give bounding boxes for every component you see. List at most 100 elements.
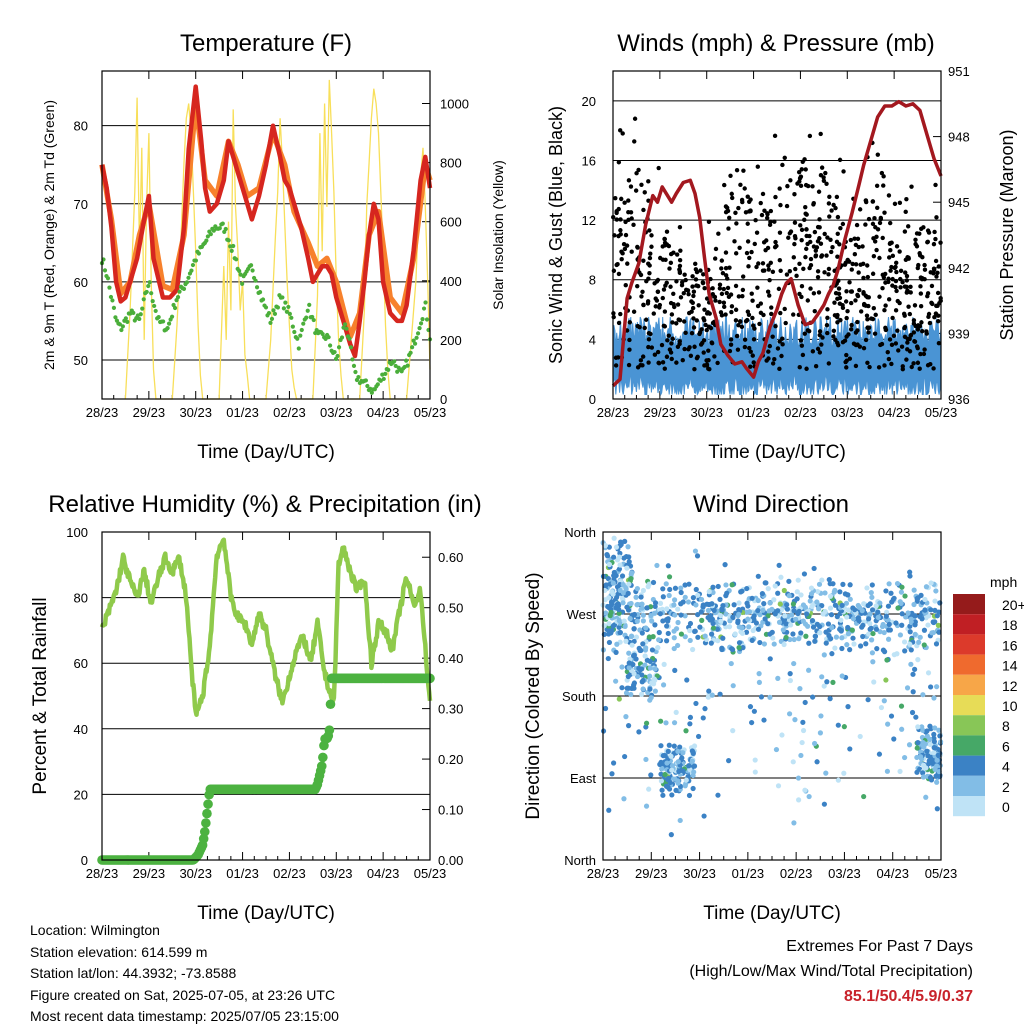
direction-point	[634, 618, 640, 624]
gust-point	[669, 312, 675, 317]
gust-point	[635, 244, 640, 250]
gust-point	[702, 286, 707, 291]
gust-point	[903, 270, 908, 275]
dewpoint-point	[137, 316, 142, 322]
direction-point	[682, 613, 688, 619]
direction-point	[711, 607, 717, 614]
latlon-text: Station lat/lon: 44.3932; -73.8588	[30, 965, 237, 981]
direction-point	[625, 673, 631, 680]
direction-point	[698, 609, 704, 615]
gust-point	[853, 242, 859, 248]
x-tick-label: 28/23	[86, 405, 119, 420]
gust-point	[752, 241, 757, 247]
direction-point	[650, 634, 656, 640]
gust-point	[861, 261, 866, 266]
gust-point	[814, 245, 820, 250]
x-tick-label: 05/23	[414, 405, 447, 420]
y-tick-label: 0	[81, 853, 88, 868]
gust-point	[844, 315, 849, 321]
gust-point	[687, 345, 692, 350]
direction-point	[729, 646, 736, 653]
direction-point	[715, 792, 721, 798]
direction-point	[936, 727, 942, 733]
gust-point	[728, 342, 734, 347]
dewpoint-point	[144, 289, 149, 295]
direction-point	[936, 629, 942, 635]
gust-point	[801, 266, 806, 272]
gust-point	[788, 178, 793, 183]
gust-point	[886, 193, 892, 198]
gust-point	[817, 225, 822, 230]
gust-point	[817, 350, 823, 355]
gust-point	[826, 201, 832, 206]
gust-point	[663, 257, 668, 262]
gust-point	[913, 237, 918, 242]
gust-point	[791, 312, 796, 317]
direction-point	[738, 589, 744, 595]
y-axis-label: 2m & 9m T (Red, Orange) & 2m Td (Green)	[41, 100, 57, 370]
direction-point	[869, 582, 875, 588]
legend-label: 4	[1002, 759, 1010, 775]
gust-point	[861, 346, 867, 351]
direction-point	[932, 745, 938, 751]
gust-point	[898, 268, 904, 274]
gust-point	[890, 253, 896, 259]
x-tick-label: 30/23	[179, 866, 212, 881]
dewpoint-point	[102, 268, 108, 273]
gust-point	[647, 255, 653, 261]
temp-2m-line	[99, 84, 433, 359]
gust-point	[739, 324, 745, 330]
gust-point	[859, 309, 864, 314]
gust-point	[655, 277, 661, 283]
direction-point	[648, 695, 654, 701]
gust-point	[716, 231, 721, 236]
sustained-wind-band	[612, 316, 942, 397]
gust-point	[894, 288, 899, 294]
direction-point	[781, 587, 787, 594]
dewpoint-point	[177, 289, 182, 294]
direction-point	[795, 775, 802, 781]
direction-point	[652, 688, 658, 694]
gust-point	[732, 239, 737, 244]
gust-point	[855, 342, 860, 347]
gust-point	[661, 287, 667, 292]
gust-point	[639, 294, 644, 299]
chart-title: Temperature (F)	[180, 30, 352, 57]
gust-point	[747, 345, 752, 351]
gust-point	[662, 324, 668, 329]
gust-point	[806, 328, 812, 334]
gust-point	[799, 167, 804, 172]
gust-point	[853, 363, 859, 369]
direction-point	[663, 720, 669, 726]
gust-point	[915, 360, 921, 365]
direction-point	[683, 728, 689, 734]
gust-point	[813, 253, 819, 258]
direction-point	[765, 586, 771, 592]
dewpoint-point	[417, 326, 422, 331]
direction-point	[621, 618, 627, 624]
gust-point	[920, 329, 925, 334]
dewpoint-point	[383, 371, 388, 377]
gust-point	[865, 325, 871, 331]
direction-point	[629, 570, 635, 576]
gust-point	[712, 354, 717, 359]
direction-point	[839, 673, 845, 679]
direction-point	[911, 601, 917, 608]
direction-point	[708, 612, 714, 619]
dewpoint-point	[404, 358, 409, 363]
direction-point	[883, 613, 889, 619]
y-tick-label: 4	[589, 332, 596, 347]
dewpoint-point	[166, 321, 172, 326]
direction-point	[730, 683, 736, 689]
direction-point	[845, 592, 851, 598]
gust-point	[733, 318, 739, 323]
direction-point	[619, 573, 626, 579]
gust-point	[723, 312, 728, 317]
direction-point	[912, 631, 918, 637]
gust-point	[786, 235, 791, 240]
gust-point	[629, 249, 634, 254]
dewpoint-point	[205, 234, 210, 239]
direction-point	[869, 607, 876, 613]
direction-point	[633, 634, 640, 640]
direction-point	[898, 589, 905, 595]
